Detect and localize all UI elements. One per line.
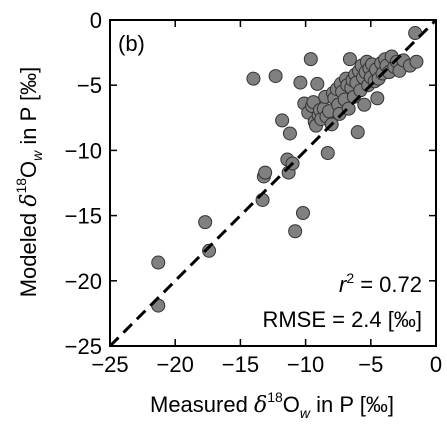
r-squared-exponent: 2 <box>346 270 354 286</box>
x-tick-label: 0 <box>430 352 442 377</box>
x-tick-label: −10 <box>287 352 324 377</box>
plot-frame <box>109 19 437 347</box>
data-point <box>202 243 217 258</box>
y-axis-label: Modeled δ18Ow in P [‰] <box>13 67 45 298</box>
data-point <box>303 52 318 67</box>
y-tick-label: −25 <box>65 334 102 359</box>
x-tick-label: −15 <box>222 352 259 377</box>
r-squared-annotation: r2 = 0.72 <box>339 270 422 297</box>
data-point <box>409 54 424 69</box>
data-point <box>288 224 303 239</box>
x-tick-label: −20 <box>157 352 194 377</box>
panel-label: (b) <box>118 31 145 56</box>
data-point <box>151 255 166 270</box>
y-tick-label: −15 <box>65 204 102 229</box>
data-point <box>258 165 273 180</box>
data-point <box>282 126 297 141</box>
marks-layer <box>151 26 424 313</box>
y-tick-label: −10 <box>65 138 102 163</box>
x-axis-label: Measured δ18Ow in P [‰] <box>150 389 394 421</box>
data-point <box>293 75 308 90</box>
r-squared-value: = 0.72 <box>354 272 422 297</box>
x-tick-label: −5 <box>358 352 383 377</box>
r-symbol: r <box>339 272 348 297</box>
data-point <box>246 71 261 86</box>
rmse-annotation: RMSE = 2.4 [‰] <box>262 307 422 332</box>
data-point <box>310 76 325 91</box>
one-to-one-line <box>108 18 438 348</box>
data-point <box>350 125 365 140</box>
ticks-layer: −25 −20 −15 −10 −5 0 −25 −20 −15 −10 −5 0 <box>65 8 442 377</box>
data-point <box>295 205 310 220</box>
data-point <box>342 52 357 67</box>
data-point <box>357 97 372 112</box>
data-point <box>370 91 385 106</box>
y-tick-label: −5 <box>77 73 102 98</box>
y-tick-label: −20 <box>65 269 102 294</box>
data-point <box>320 146 335 161</box>
y-tick-label: 0 <box>90 8 102 33</box>
x-tick-label: −25 <box>91 352 128 377</box>
data-point <box>275 113 290 128</box>
data-point <box>268 69 283 84</box>
data-point <box>198 215 213 230</box>
